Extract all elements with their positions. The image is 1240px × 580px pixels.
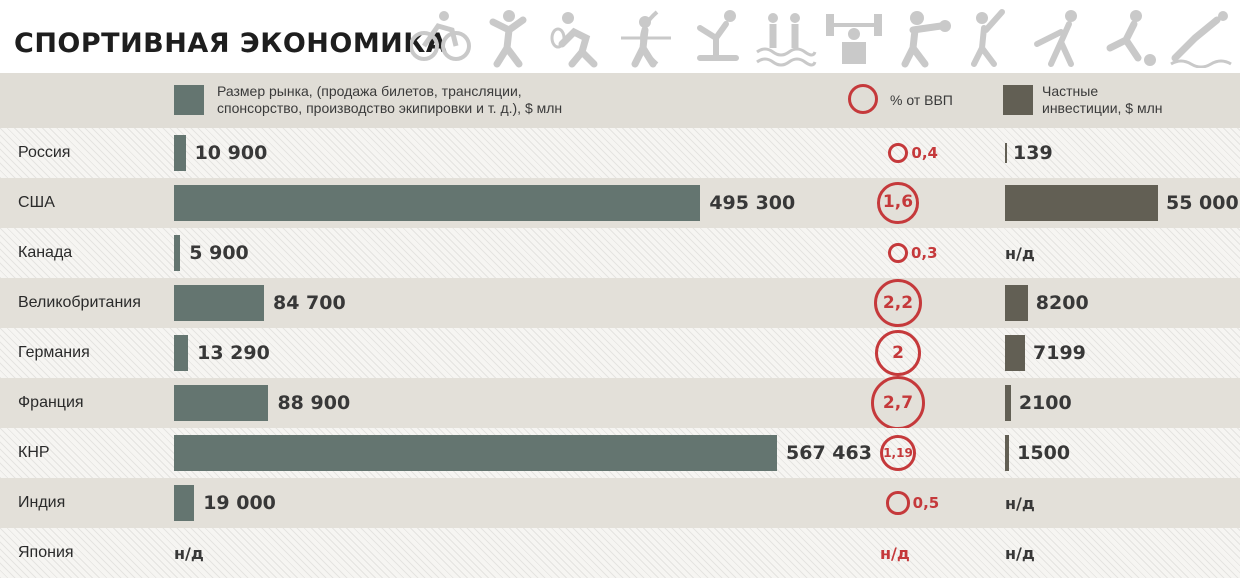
country-label: Германия bbox=[18, 344, 90, 361]
market-legend-label: Размер рынка, (продажа билетов, трансляц… bbox=[217, 83, 563, 116]
market-bar bbox=[174, 335, 189, 371]
fencing-icon bbox=[1034, 10, 1077, 67]
market-bar bbox=[174, 185, 701, 221]
market-bar bbox=[174, 135, 186, 171]
gdp-value-label: 1,19 bbox=[883, 446, 913, 460]
gdp-value-label: 0,5 bbox=[912, 494, 940, 512]
market-value-label: н/д bbox=[174, 544, 204, 563]
sport-icons bbox=[410, 9, 1232, 68]
gdp-value-label: н/д bbox=[880, 544, 910, 563]
boxing-icon bbox=[901, 11, 951, 68]
header: СПОРТИВНАЯ ЭКОНОМИКА bbox=[0, 0, 1240, 73]
market-bar bbox=[174, 435, 777, 471]
table-row: Россия 10 900 0,4 139 bbox=[0, 128, 1240, 178]
market-value-label: 495 300 bbox=[709, 192, 796, 214]
country-label: Франция bbox=[18, 394, 84, 411]
country-label: Индия bbox=[18, 494, 66, 511]
market-value-label: 10 900 bbox=[194, 142, 268, 164]
private-bar bbox=[1005, 335, 1026, 371]
market-value-label: 5 900 bbox=[189, 242, 249, 264]
table-row: КНР 567 463 1,19 1500 bbox=[0, 428, 1240, 478]
market-bar bbox=[174, 235, 181, 271]
market-bar bbox=[174, 285, 264, 321]
country-label: КНР bbox=[18, 444, 50, 461]
private-value-label: 1500 bbox=[1017, 442, 1071, 464]
volleyball-icon bbox=[489, 10, 527, 68]
private-bar bbox=[1005, 143, 1007, 163]
gymnastics-icon bbox=[697, 10, 739, 61]
gdp-value-label: 2 bbox=[892, 342, 904, 363]
private-value-label: 55 000 bbox=[1166, 192, 1239, 214]
private-legend-swatch bbox=[1003, 85, 1033, 115]
market-bar bbox=[174, 485, 195, 521]
country-label: Канада bbox=[18, 244, 73, 261]
private-bar bbox=[1005, 285, 1028, 321]
baseball-icon bbox=[971, 9, 1005, 67]
gdp-circle bbox=[873, 278, 923, 328]
market-value-label: 84 700 bbox=[273, 292, 346, 314]
gdp-value-label: 2,7 bbox=[882, 392, 914, 413]
table-row: Индия 19 000 0,5 н/д bbox=[0, 478, 1240, 528]
country-label: США bbox=[18, 194, 55, 211]
table-row: Япония н/д н/д н/д bbox=[0, 528, 1240, 578]
gdp-value-label: 1,6 bbox=[882, 192, 914, 213]
market-value-label: 567 463 bbox=[786, 442, 872, 464]
private-value-label: н/д bbox=[1005, 494, 1035, 513]
private-bar bbox=[1005, 435, 1010, 471]
gdp-value-label: 2,2 bbox=[882, 292, 914, 313]
gdp-circle bbox=[886, 491, 910, 515]
football-icon bbox=[1106, 10, 1156, 66]
chart-body: Россия 10 900 0,4 139 США 495 300 1,6 55 000 Кан… bbox=[0, 128, 1240, 580]
country-label: Великобритания bbox=[18, 294, 141, 311]
table-row: Франция 88 900 2,7 2100 bbox=[0, 375, 1240, 431]
private-value-label: н/д bbox=[1005, 244, 1035, 263]
weightlifting-icon bbox=[826, 14, 882, 64]
private-value-label: 139 bbox=[1013, 142, 1053, 164]
synchronized-swimming-icon bbox=[756, 13, 817, 67]
private-value-label: н/д bbox=[1005, 544, 1035, 563]
market-value-label: 13 290 bbox=[197, 342, 270, 364]
gdp-value-label: 0,4 bbox=[911, 144, 938, 162]
table-row: Германия 13 290 2 7199 bbox=[0, 328, 1240, 378]
gdp-circle bbox=[887, 142, 909, 164]
legend: Размер рынка, (продажа билетов, трансляц… bbox=[0, 73, 1240, 129]
chart-title: СПОРТИВНАЯ ЭКОНОМИКА bbox=[14, 28, 448, 59]
diving-icon bbox=[1170, 11, 1232, 68]
gdp-value-label: 0,3 bbox=[911, 244, 938, 262]
private-bar bbox=[1005, 185, 1158, 221]
private-legend-label: Частные инвестиции, $ млн bbox=[1042, 83, 1163, 116]
gdp-circle bbox=[877, 182, 919, 224]
market-value-label: 88 900 bbox=[277, 392, 351, 414]
table-row: Канада 5 900 0,3 н/д bbox=[0, 228, 1240, 278]
table-row: Великобритания 84 700 2,2 8200 bbox=[0, 278, 1240, 328]
gdp-legend-label: % от ВВП bbox=[890, 92, 953, 108]
private-value-label: 7199 bbox=[1033, 342, 1086, 364]
gdp-circle bbox=[888, 243, 908, 263]
market-legend-swatch bbox=[174, 85, 204, 115]
table-row: США 495 300 1,6 55 000 bbox=[0, 178, 1240, 228]
market-value-label: 19 000 bbox=[203, 492, 276, 514]
gdp-legend-swatch bbox=[848, 84, 878, 114]
market-bar bbox=[174, 385, 269, 421]
gdp-circle bbox=[880, 435, 916, 471]
badminton-icon bbox=[550, 12, 598, 68]
country-label: Япония bbox=[18, 544, 74, 561]
private-bar bbox=[1005, 385, 1011, 421]
country-label: Россия bbox=[18, 144, 71, 161]
archery-icon bbox=[621, 10, 671, 68]
gdp-circle bbox=[874, 329, 922, 377]
cycling-icon bbox=[410, 11, 471, 61]
private-value-label: 8200 bbox=[1035, 292, 1089, 314]
private-value-label: 2100 bbox=[1018, 392, 1072, 414]
